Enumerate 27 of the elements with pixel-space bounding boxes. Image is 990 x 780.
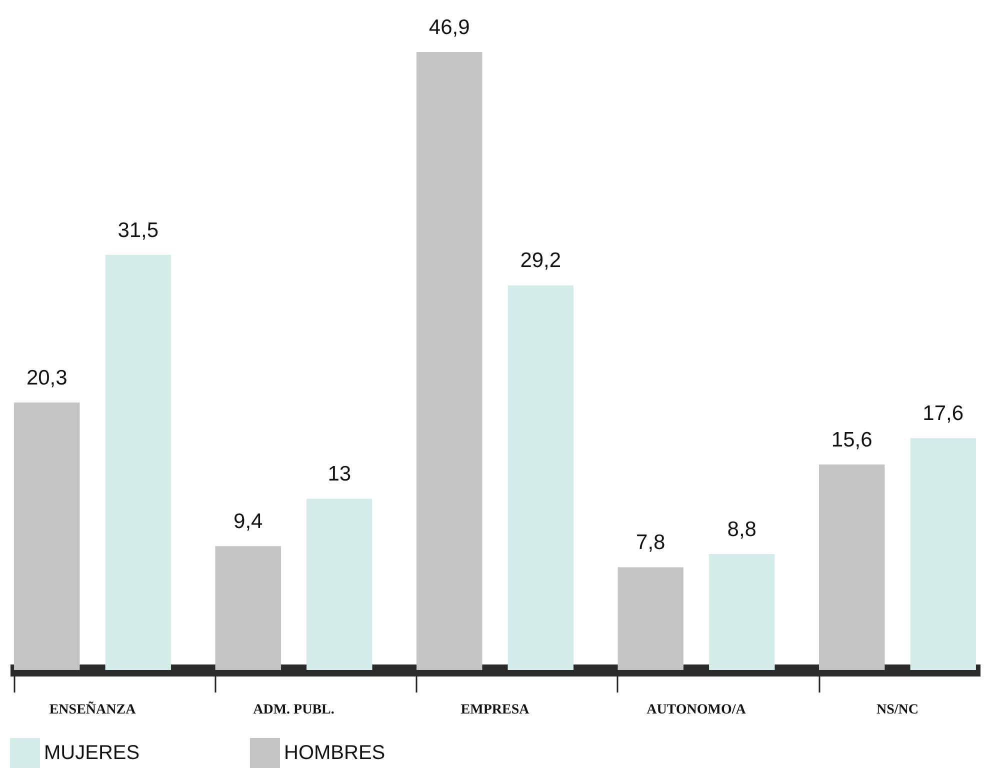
bar [215,546,281,670]
bar [819,464,885,670]
data-label: 8,8 [727,518,756,542]
data-label: 15,6 [831,428,872,452]
data-label: 9,4 [234,510,264,534]
bar [416,52,482,670]
x-tick-label: NS/NC [876,702,918,718]
bar [306,498,372,670]
bar [618,567,684,670]
bar [508,285,574,670]
data-label: 46,9 [428,16,470,39]
x-tick-label: AUTONOMO/A [646,702,747,718]
data-label: 7,8 [636,531,666,554]
bar [910,438,976,670]
data-label: 20,3 [26,366,68,390]
data-label: 17,6 [922,402,964,426]
data-label: 31,5 [118,218,159,242]
bar [14,402,80,670]
bar [105,254,171,670]
data-label: 29,2 [520,249,562,272]
x-tick-label: EMPRESA [460,702,530,718]
data-label: 13 [328,462,352,486]
bar [709,554,775,670]
x-tick-label: ENSEÑANZA [49,700,137,718]
legend-label: HOMBRES [284,742,386,764]
legend-label: MUJERES [44,742,140,764]
x-tick-label: ADM. PUBL. [253,702,334,718]
